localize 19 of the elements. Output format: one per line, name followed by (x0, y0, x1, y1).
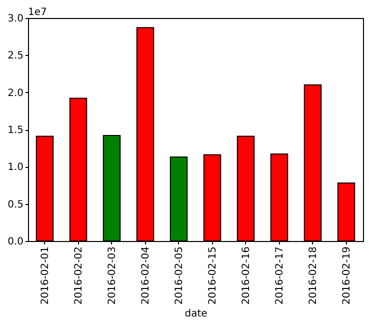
x-tick-label: 2016-02-18 (308, 246, 319, 305)
x-axis-title: date (184, 308, 208, 320)
y-tick-label: 0.0 (8, 236, 24, 248)
x-tick-label: 2016-02-03 (106, 246, 118, 305)
y-tick-label: 3.0 (8, 14, 24, 24)
x-tick-label: 2016-02-05 (174, 246, 185, 305)
x-tick-label: 2016-02-15 (207, 246, 218, 305)
x-tick-label: 2016-02-02 (73, 246, 84, 305)
x-tick-label: 2016-02-19 (341, 246, 352, 305)
x-tick-label: 2016-02-16 (240, 246, 252, 305)
x-tick-label: 2016-02-17 (274, 246, 286, 305)
y-tick-label: 0.5 (8, 199, 24, 210)
y-tick-label: 1.0 (8, 162, 24, 174)
text: 1e7 (28, 7, 47, 18)
x-tick-label: 2016-02-01 (40, 246, 51, 305)
y-tick-label: 2.0 (8, 88, 24, 99)
y-tick-label: 2.5 (8, 50, 24, 62)
x-tick-label: 2016-02-04 (140, 246, 152, 305)
y-tick-label: 1.5 (8, 125, 24, 136)
